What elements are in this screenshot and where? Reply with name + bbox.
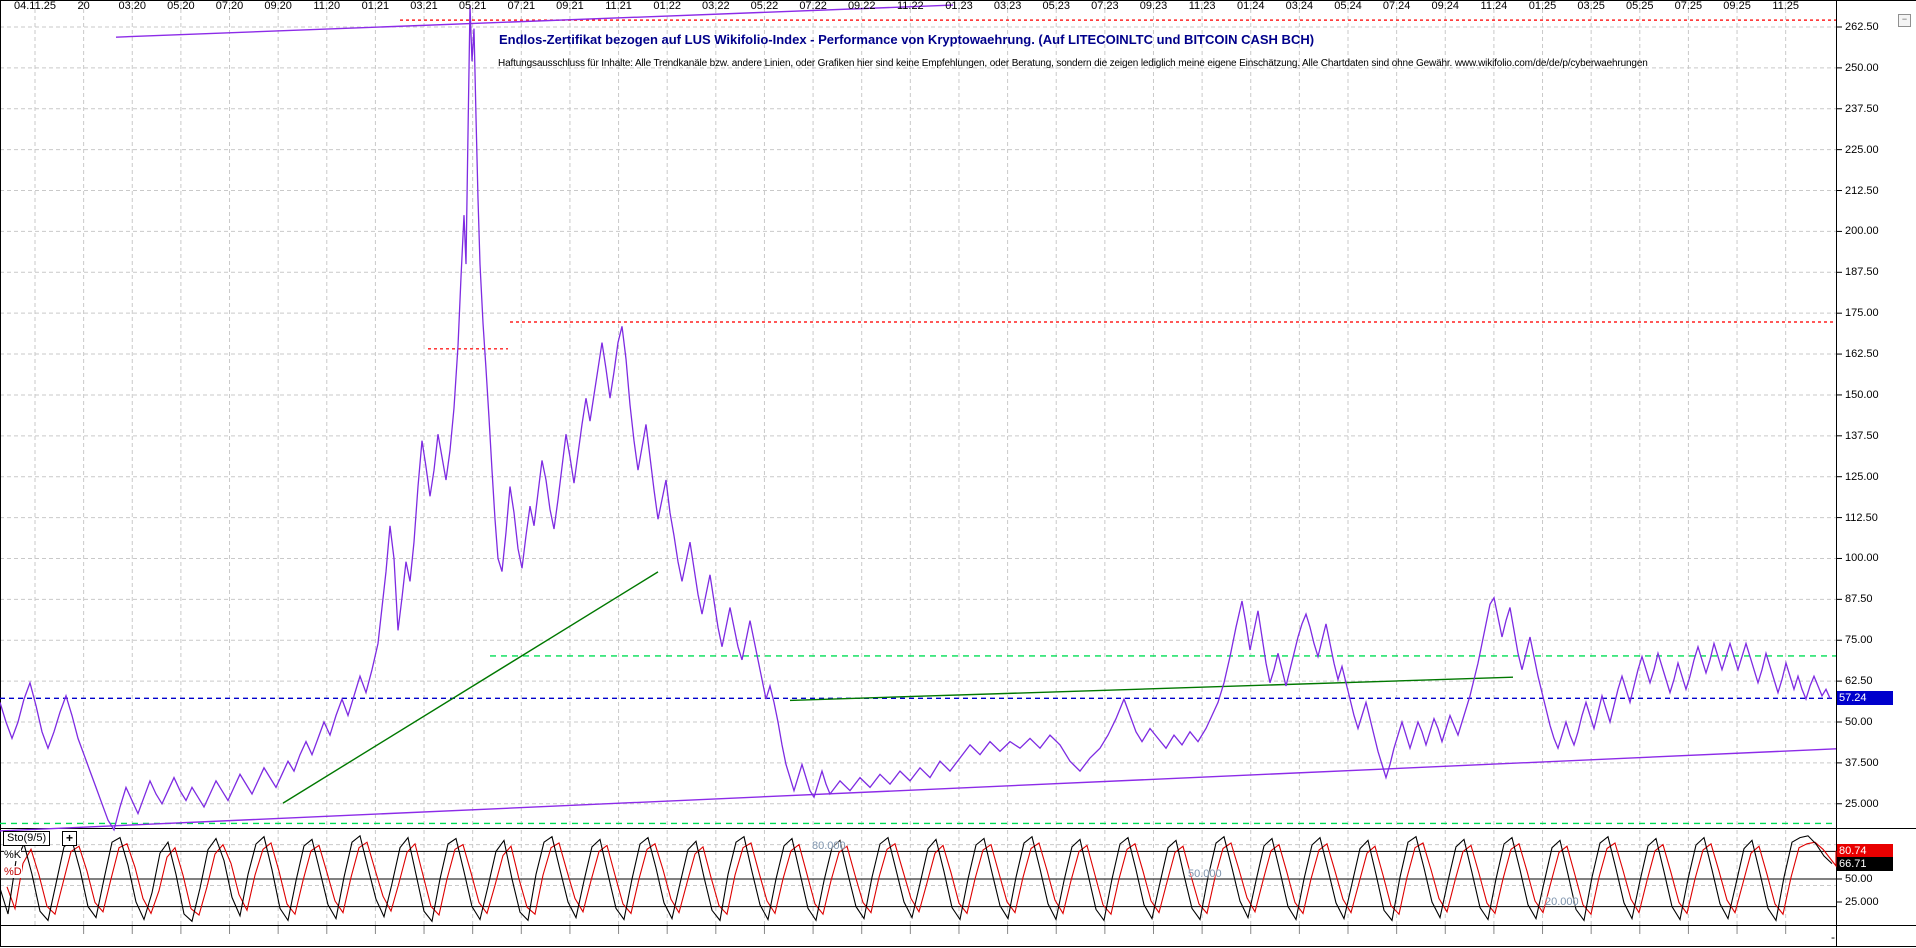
x-axis-label: 07.20 [215,0,244,12]
zoom-out-button[interactable]: - [1831,930,1835,944]
stochastic-k-line [0,834,1833,923]
x-axis-label: 01.22 [653,0,681,12]
stoch-axis-label: 25.000 [1845,896,1879,908]
stoch-d-value-tag: 80.74 [1837,843,1893,858]
stoch-k-value-tag: 66.71 [1837,856,1893,871]
x-axis-label: 09.20 [264,0,292,12]
x-axis-label: 11.20 [313,0,341,12]
y-axis-label: 125.00 [1845,470,1879,483]
x-axis-label: 03.21 [410,0,438,12]
x-axis-label: 11.22 [896,0,924,12]
x-axis-label: 03.23 [993,0,1022,12]
stoch-level-label: 20.000 [1545,895,1579,908]
add-indicator-button[interactable]: + [62,831,77,846]
y-axis-label: 75.00 [1845,634,1873,647]
chart-title: Endlos-Zertifikat bezogen auf LUS Wikifo… [499,32,1315,47]
y-axis-label: 175.00 [1845,307,1879,320]
y-axis-label: 237.50 [1845,102,1879,115]
y-axis-label: 200.00 [1845,225,1879,238]
x-axis-label: 20 [77,0,90,12]
y-axis-label: 262.50 [1845,21,1879,33]
x-axis-label: 01.21 [361,0,390,12]
upper-channel-line [115,4,954,38]
x-axis-label: 07.25 [1674,0,1703,12]
collapse-panel-icon[interactable]: − [1898,14,1911,27]
x-axis-label: 05.22 [750,0,779,12]
x-axis-label: 07.24 [1382,0,1411,12]
stochastic-d-line [6,841,1837,917]
x-axis-label: 09.23 [1139,0,1168,12]
x-axis-label: 05.21 [458,0,487,12]
y-axis-label: 225.00 [1845,143,1879,156]
y-axis-label: 100.00 [1845,552,1879,565]
x-axis-label: 03.20 [118,0,147,12]
price-line [0,5,1831,832]
y-axis-label: 112.50 [1845,511,1878,524]
y-axis-label: 37.500 [1845,756,1879,769]
x-axis-label: 05.24 [1334,0,1362,12]
x-axis-label: 03.25 [1577,0,1605,12]
stochastic-k-label: %K [4,849,22,861]
x-axis-label: 01.24 [1236,0,1265,12]
y-axis-label: 25.000 [1845,797,1879,810]
stochastic-indicator-button[interactable]: Sto(9/5) [3,831,51,846]
stochastic-d-label: %D [4,866,22,878]
x-axis-label: 11.21 [605,0,632,12]
y-axis-label: 137.50 [1845,429,1879,442]
x-axis-label: 05.20 [167,0,195,12]
x-axis-label: 11.24 [1480,0,1508,12]
chart-disclaimer: Haftungsausschluss für Inhalte: Alle Tre… [498,58,1648,69]
y-axis-label: 62.50 [1845,675,1873,688]
green-trend-line-2021 [282,571,659,804]
x-axis-label: 09.21 [556,0,584,12]
x-axis-label: 04.11.25 [13,0,57,12]
x-axis-label: 07.23 [1091,0,1119,12]
x-axis-label: 03.24 [1285,0,1314,12]
y-axis-label: 162.50 [1845,348,1879,361]
x-axis-label: 09.22 [847,0,876,12]
y-axis-label: 187.50 [1845,266,1879,279]
lower-support-line [0,748,1837,832]
y-axis-label: 250.00 [1845,61,1879,74]
x-axis-label: 05.25 [1626,0,1654,12]
green-trend-line-2023 [789,676,1514,702]
x-axis-label: 01.25 [1528,0,1557,12]
y-axis-label: 150.00 [1845,388,1879,401]
y-axis-label: 212.50 [1845,184,1879,197]
stoch-level-label: 80.000 [812,840,846,853]
x-axis-label: 03.22 [702,0,730,12]
x-axis-label: 09.24 [1431,0,1460,12]
y-axis-label: 87.50 [1845,593,1873,606]
stoch-axis-label: 50.00 [1845,873,1873,885]
x-axis-label: 01.23 [945,0,973,12]
current-price-tag: 57.24 [1837,691,1893,706]
y-axis-label: 50.00 [1845,716,1873,728]
x-axis-label: 05.23 [1042,0,1070,12]
x-axis-label: 11.25 [1772,0,1800,12]
x-axis-label: 07.21 [507,0,536,12]
x-axis-label: 11.23 [1188,0,1216,12]
x-axis-label: 07.22 [799,0,827,12]
stoch-level-label: 50.000 [1188,868,1222,880]
x-axis-label: 09.25 [1723,0,1751,12]
